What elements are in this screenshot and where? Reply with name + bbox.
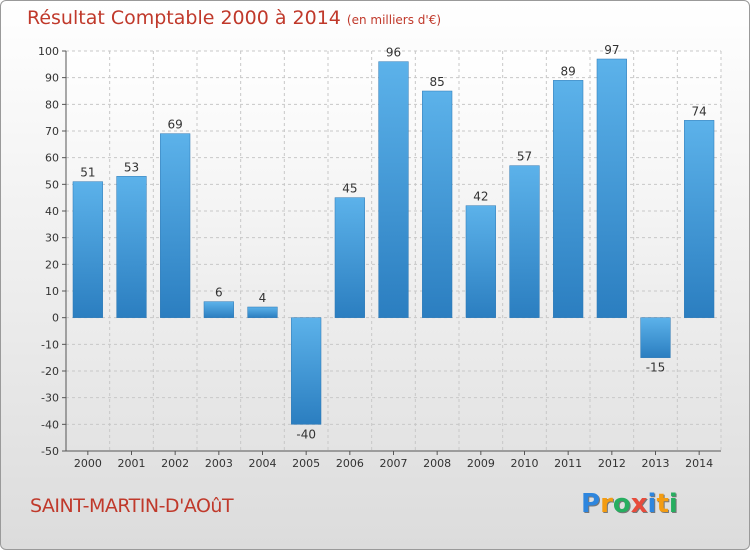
data-label: 4 [259,291,267,305]
x-tick-label: 2008 [423,457,451,470]
y-tick-label: -20 [41,365,59,378]
y-tick-label: 90 [45,72,59,85]
plot-area: -50 -40 -30 -20 -10 0 10 20 30 40 50 60 70 80 90 100 51 2… [38,43,722,470]
logo-letter: t [656,489,669,519]
data-label: 96 [386,46,401,60]
data-label: 74 [692,104,707,118]
bar [553,80,584,318]
x-tick-label: 2009 [467,457,495,470]
chart-title: Résultat Comptable 2000 à 2014 (en millie… [27,7,441,29]
x-tick-label: 2001 [118,457,146,470]
y-tick-label: 60 [45,152,59,165]
y-tick-label: 50 [45,178,59,191]
logo-letter: o [612,489,631,519]
x-tick-label: 2002 [161,457,189,470]
data-label: 42 [473,190,488,204]
x-tick-label: 2003 [205,457,233,470]
bar [378,61,409,318]
y-tick-label: -40 [41,418,59,431]
logo-letter: i [647,489,657,519]
x-tick-label: 2011 [554,457,582,470]
proxiti-logo: Proxiti [581,489,678,519]
bar [509,165,540,318]
bar [160,133,191,318]
data-label: 89 [561,64,576,78]
data-label: -15 [646,361,666,375]
bar [596,58,627,318]
logo-letter: r [600,489,613,519]
bar [422,90,453,318]
data-label: 45 [342,182,357,196]
logo-letter: i [668,489,678,519]
x-tick-label: 2012 [598,457,626,470]
y-tick-label: 30 [45,232,59,245]
x-tick-label: 2005 [292,457,320,470]
bar [334,197,365,318]
y-tick-label: -30 [41,392,59,405]
x-tick-label: 2013 [642,457,670,470]
y-tick-label: 80 [45,98,59,111]
bar [116,176,147,318]
data-label: 69 [168,118,183,132]
y-tick-label: -10 [41,338,59,351]
bar [684,120,715,318]
y-tick-label: 40 [45,205,59,218]
data-label: -40 [296,427,316,441]
data-label: 51 [80,166,95,180]
x-tick-label: 2000 [74,457,102,470]
bar [247,306,278,318]
bar [465,205,496,318]
bar [72,181,103,318]
y-tick-label: 100 [38,45,59,58]
x-tick-label: 2010 [511,457,539,470]
y-tick-label: -50 [41,445,59,458]
data-label: 85 [430,75,445,89]
bar [203,301,234,318]
place-name: SAINT-MARTIN-D'AOûT [30,495,234,517]
logo-letter: x [630,489,648,519]
x-tick-label: 2014 [685,457,713,470]
bar [640,317,671,358]
bar [291,317,322,425]
y-tick-label: 0 [52,312,59,325]
logo-letter: P [581,489,601,519]
chart-title-text: Résultat Comptable 2000 à 2014 [27,7,341,29]
y-tick-label: 20 [45,258,59,271]
x-tick-label: 2004 [249,457,277,470]
data-label: 57 [517,150,532,164]
data-label: 97 [604,43,619,57]
data-label: 53 [124,160,139,174]
y-tick-label: 10 [45,285,59,298]
x-tick-label: 2006 [336,457,364,470]
data-label: 6 [215,286,223,300]
x-tick-label: 2007 [380,457,408,470]
y-tick-label: 70 [45,125,59,138]
chart-unit: (en milliers d'€) [346,13,442,27]
